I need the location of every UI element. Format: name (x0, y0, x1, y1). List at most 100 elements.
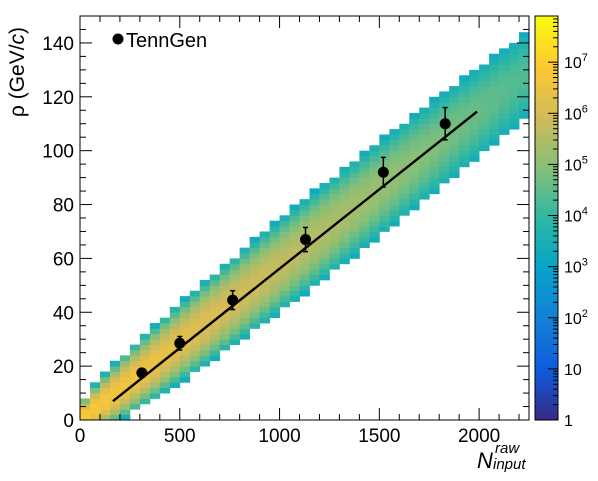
heatmap-cell (169, 323, 181, 329)
heatmap-cell (119, 382, 131, 389)
heatmap-cell (369, 166, 380, 173)
heatmap-cell (359, 188, 370, 195)
heatmap-cell (419, 182, 430, 189)
heatmap-cell (309, 274, 320, 281)
heatmap-cell (129, 398, 141, 405)
colorbar-segment (535, 312, 558, 316)
heatmap-cell (329, 263, 340, 270)
heatmap-cell (219, 339, 231, 345)
colorbar-segment (535, 377, 558, 381)
heatmap-cell (139, 344, 151, 351)
heatmap-cell (129, 387, 141, 394)
heatmap-cell (429, 129, 440, 135)
heatmap-cell (329, 177, 340, 184)
heatmap-cell (229, 312, 241, 319)
heatmap-cell (409, 182, 420, 189)
heatmap-cell (139, 376, 151, 383)
heatmap-cell (519, 102, 530, 108)
heatmap-cell (459, 129, 470, 135)
heatmap-cell (389, 139, 400, 146)
heatmap-cell (229, 290, 241, 297)
colorbar-segment (535, 38, 558, 41)
colorbar-segment (535, 246, 558, 249)
heatmap-cell (269, 279, 280, 286)
colorbar-tick-label: 102 (564, 308, 588, 328)
heatmap-cell (209, 306, 221, 313)
heatmap-cell (169, 360, 181, 367)
heatmap-cell (479, 118, 490, 125)
heatmap-cell (219, 306, 231, 313)
heatmap-cell (439, 96, 450, 103)
heatmap-cell (439, 150, 450, 157)
x-tick-label: 1000 (258, 426, 300, 447)
colorbar-segment (535, 149, 558, 152)
heatmap-cell (259, 279, 270, 286)
heatmap-cell (199, 328, 211, 335)
colorbar-segment (535, 300, 558, 304)
heatmap-cell (389, 188, 400, 195)
colorbar-segment (535, 100, 558, 104)
heatmap-cell (489, 75, 500, 82)
y-tick-label: 140 (42, 34, 74, 55)
heatmap-cell (119, 409, 131, 416)
heatmap-cell (89, 387, 101, 394)
heatmap-cell (119, 371, 131, 378)
heatmap-cell (259, 317, 270, 324)
heatmap-cell (409, 150, 420, 157)
data-point (377, 166, 389, 178)
heatmap-cell (309, 209, 320, 216)
colorbar-segment (535, 260, 558, 263)
heatmap-cell (119, 414, 131, 421)
heatmap-cell (349, 247, 360, 254)
heatmap-cell (469, 80, 480, 87)
heatmap-cell (489, 129, 500, 135)
heatmap-cell (99, 414, 111, 421)
heatmap-cell (489, 64, 500, 71)
heatmap-cell (339, 209, 350, 216)
heatmap-cell (479, 91, 490, 98)
heatmap-cell (419, 145, 430, 152)
heatmap-cell (299, 258, 310, 265)
heatmap-cell (269, 247, 280, 254)
heatmap-cell (89, 409, 101, 416)
heatmap-cell (259, 253, 270, 259)
colorbar-segment (535, 123, 558, 126)
colorbar-segment (535, 288, 558, 292)
heatmap-cell (439, 177, 450, 184)
heatmap-cell (499, 102, 510, 108)
heatmap-cell (329, 253, 340, 259)
heatmap-cell (479, 112, 490, 119)
colorbar-segment (535, 266, 558, 269)
heatmap-cell (439, 107, 450, 114)
colorbar-segment (535, 119, 558, 122)
heatmap-cell (279, 274, 290, 281)
heatmap-cell (379, 161, 390, 168)
colorbar-segment (535, 367, 558, 370)
heatmap-cell (269, 220, 280, 227)
colorbar-segment (535, 228, 558, 231)
heatmap-cell (309, 258, 320, 265)
colorbar: 1 10 102 103 104 105 106 107 (534, 15, 588, 430)
heatmap-cell (309, 226, 320, 232)
heatmap-cell (149, 333, 161, 340)
heatmap-cell (219, 333, 231, 340)
heatmap-cell (349, 166, 360, 173)
heatmap-cell (239, 328, 251, 335)
colorbar-segment (535, 411, 558, 415)
heatmap-cell (119, 398, 131, 405)
heatmap-cell (109, 393, 121, 399)
heatmap-cell (369, 199, 380, 205)
heatmap-cell (139, 333, 151, 340)
colorbar-segment (535, 185, 558, 189)
heatmap-cell (239, 301, 251, 308)
heatmap-cell (249, 236, 260, 243)
heatmap-cell (499, 112, 510, 119)
heatmap-cell (239, 279, 251, 286)
heatmap-cell (129, 376, 141, 383)
heatmap-cell (219, 285, 231, 292)
heatmap-cell (289, 247, 300, 254)
heatmap-cell (319, 226, 330, 232)
heatmap-cell (359, 204, 370, 211)
heatmap-cell (519, 75, 530, 82)
heatmap-cell (99, 398, 111, 405)
